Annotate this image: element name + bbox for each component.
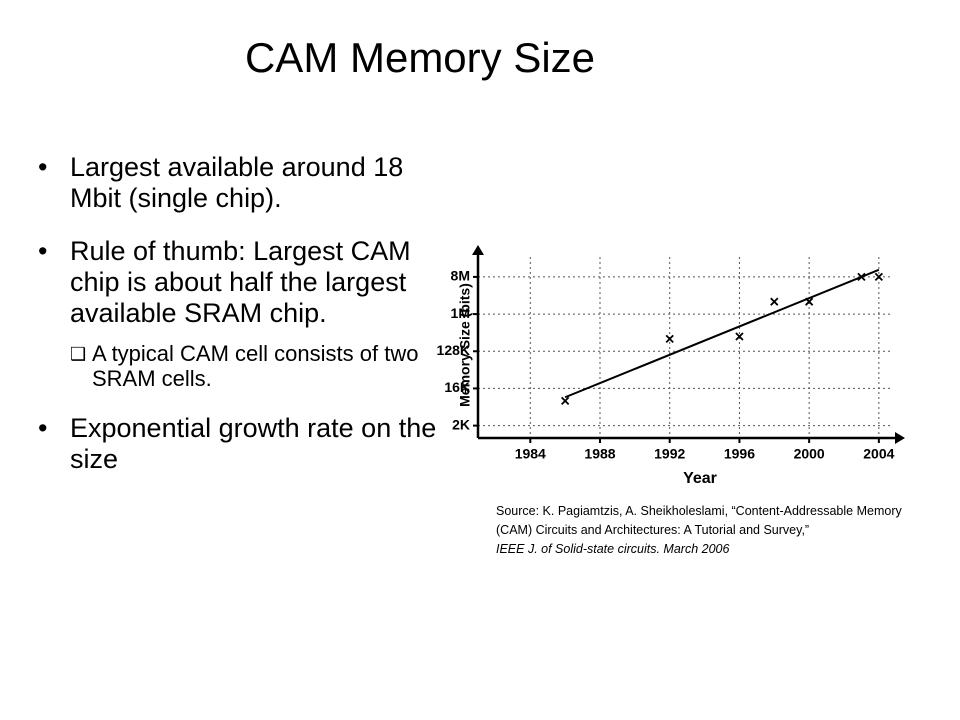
y-tick-label: 8M	[451, 268, 470, 284]
y-tick-label: 16K	[444, 379, 470, 395]
x-tick-label: 2004	[863, 446, 894, 462]
bullet-list: Largest available around 18 Mbit (single…	[38, 152, 438, 497]
x-tick-label: 1992	[654, 446, 685, 462]
y-tick-label: 128K	[437, 342, 470, 358]
y-axis-arrow	[472, 245, 484, 255]
bullet-text: Rule of thumb: Largest CAM chip is about…	[70, 236, 411, 328]
y-tick-label: 2K	[452, 416, 470, 432]
sub-list: A typical CAM cell consists of two SRAM …	[70, 341, 438, 391]
bullet: Largest available around 18 Mbit (single…	[38, 152, 438, 214]
x-axis-arrow	[895, 432, 905, 444]
x-tick-label: 1996	[724, 446, 755, 462]
data-point	[561, 396, 570, 405]
source-text: Source: K. Pagiamtzis, A. Sheikholeslami…	[496, 504, 902, 537]
trend-line	[564, 268, 880, 399]
x-tick-label: 1988	[584, 446, 615, 462]
data-point	[770, 297, 779, 306]
y-axis-title: Memory Size (bits)	[457, 283, 473, 407]
slide-title: CAM Memory Size	[244, 34, 596, 81]
source-journal: IEEE J. of Solid-state circuits. March 2…	[496, 542, 730, 556]
data-point	[735, 332, 744, 341]
bullet-text: Exponential growth rate on the size	[70, 413, 437, 474]
x-tick-label: 1984	[515, 446, 546, 462]
bullet: Exponential growth rate on the size	[38, 413, 438, 475]
source-note: Source: K. Pagiamtzis, A. Sheikholeslami…	[496, 502, 936, 559]
sub-bullet: A typical CAM cell consists of two SRAM …	[70, 341, 438, 391]
data-point	[874, 272, 883, 282]
data-point	[665, 334, 674, 344]
x-tick-label: 2000	[794, 446, 825, 462]
y-tick-label: 1M	[451, 305, 470, 321]
x-axis-title: Year	[683, 470, 717, 487]
bullet-text: Largest available around 18 Mbit (single…	[70, 152, 404, 213]
bullet: Rule of thumb: Largest CAM chip is about…	[38, 236, 438, 391]
